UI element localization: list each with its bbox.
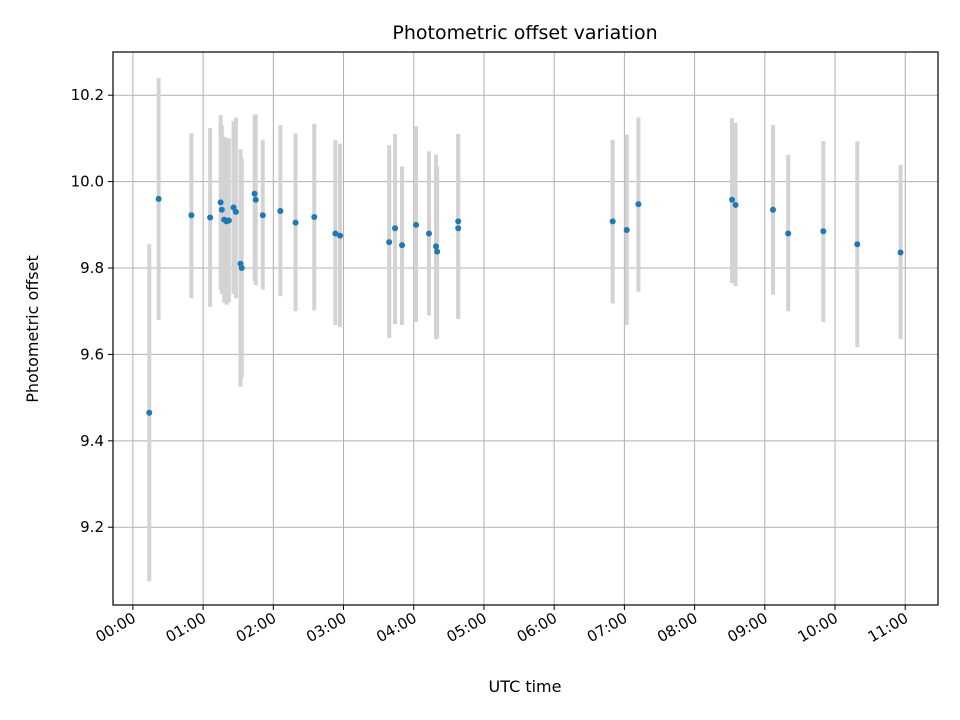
data-point	[155, 195, 162, 202]
data-point	[277, 207, 284, 214]
data-point	[252, 196, 259, 203]
x-tick-label: 10:00	[795, 609, 841, 646]
data-point	[207, 214, 214, 221]
chart-title: Photometric offset variation	[392, 22, 657, 44]
y-tick-label: 9.6	[80, 345, 104, 363]
data-point	[455, 218, 462, 225]
data-point	[732, 201, 739, 208]
data-point	[337, 232, 344, 239]
data-point	[292, 219, 299, 226]
data-point	[609, 218, 616, 225]
data-point	[425, 230, 432, 237]
data-point	[386, 239, 393, 246]
grid-lines	[113, 52, 938, 605]
y-tick-label: 10.2	[71, 86, 104, 104]
y-tick-label: 9.4	[80, 432, 104, 450]
data-point	[238, 265, 245, 272]
y-axis-title: Photometric offset	[23, 255, 42, 403]
data-point	[455, 225, 462, 232]
data-point	[413, 221, 420, 228]
x-tick-label: 03:00	[303, 609, 349, 646]
data-point	[897, 249, 904, 256]
data-points	[146, 190, 904, 416]
y-tick-label: 9.8	[80, 259, 104, 277]
data-point	[251, 190, 258, 197]
data-point	[146, 409, 153, 416]
x-tick-label: 11:00	[865, 609, 911, 646]
data-point	[232, 208, 239, 215]
y-tick-label: 10.0	[71, 173, 104, 191]
x-tick-label: 07:00	[584, 609, 630, 646]
data-point	[311, 214, 318, 221]
x-axis-ticks: 00:00 01:00 02:00 03:00 04:00 05:00 06:00 07:00…	[92, 605, 911, 646]
data-point	[392, 225, 399, 232]
data-point	[218, 206, 225, 213]
plot-area-frame	[112, 51, 939, 606]
x-tick-label: 00:00	[92, 609, 138, 646]
x-tick-label: 02:00	[233, 609, 279, 646]
x-tick-label: 08:00	[654, 609, 700, 646]
data-point	[432, 243, 439, 250]
x-axis-title: UTC time	[489, 677, 562, 696]
data-point	[729, 196, 736, 203]
data-point	[217, 199, 224, 206]
data-point	[225, 217, 232, 224]
data-point	[259, 212, 266, 219]
data-point	[820, 228, 827, 235]
data-point	[854, 241, 861, 248]
y-axis-ticks: 9.2 9.4 9.6 9.8 10.0 10.2	[71, 86, 113, 536]
x-tick-label: 01:00	[163, 609, 209, 646]
x-tick-label: 04:00	[373, 609, 419, 646]
data-point	[770, 206, 776, 213]
data-point	[635, 201, 642, 208]
error-bars	[147, 77, 903, 582]
data-point	[332, 230, 339, 237]
y-tick-label: 9.2	[80, 518, 104, 536]
data-point	[785, 230, 792, 237]
data-point	[434, 248, 441, 255]
data-point	[399, 242, 406, 249]
x-tick-label: 06:00	[514, 609, 560, 646]
data-point	[188, 212, 195, 219]
x-tick-label: 05:00	[444, 609, 490, 646]
data-point	[623, 226, 630, 233]
x-tick-label: 09:00	[724, 609, 770, 646]
